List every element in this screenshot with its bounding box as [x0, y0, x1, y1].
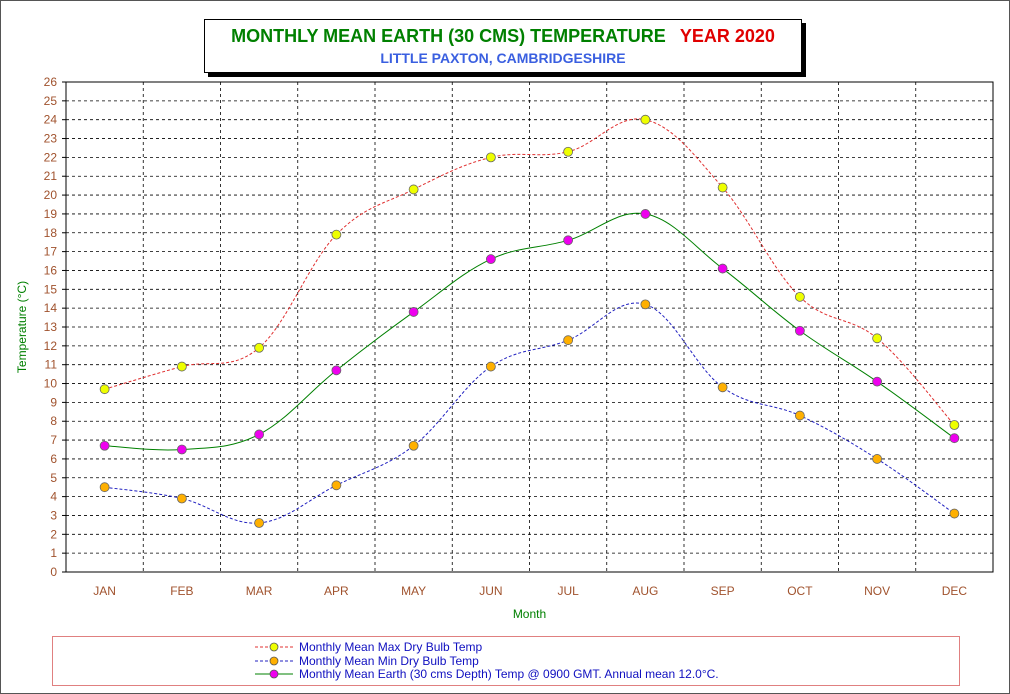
- y-tick-label: 20: [44, 188, 58, 202]
- y-tick-label: 23: [44, 132, 58, 146]
- x-tick-label: DEC: [942, 584, 968, 598]
- series-0-point: [331, 229, 342, 240]
- legend-label-min: Monthly Mean Min Dry Bulb Temp: [299, 654, 479, 668]
- y-tick-label: 10: [44, 377, 58, 391]
- series-0-point: [563, 146, 574, 157]
- series-2-point: [176, 444, 187, 455]
- series-1-point: [640, 299, 651, 310]
- y-tick-label: 15: [44, 282, 58, 296]
- legend: Monthly Mean Max Dry Bulb Temp Monthly M…: [52, 636, 960, 686]
- series-2-point: [872, 376, 883, 387]
- y-tick-label: 4: [50, 490, 57, 504]
- series-1-point: [485, 361, 496, 372]
- x-tick-label: MAR: [246, 584, 273, 598]
- series-1-point: [794, 410, 805, 421]
- series-1-point: [717, 382, 728, 393]
- legend-sample-earth: [255, 669, 293, 679]
- y-tick-label: 0: [50, 565, 57, 579]
- series-2-point: [949, 433, 960, 444]
- series-0-point: [872, 333, 883, 344]
- y-tick-label: 26: [44, 75, 58, 89]
- y-tick-label: 5: [50, 471, 57, 485]
- y-tick-label: 14: [44, 301, 58, 315]
- x-tick-label: JUL: [557, 584, 579, 598]
- x-tick-label: SEP: [711, 584, 735, 598]
- series-2-point: [640, 209, 651, 219]
- y-tick-label: 21: [44, 169, 58, 183]
- series-2-point: [485, 254, 496, 265]
- series-2-point: [794, 325, 805, 336]
- legend-item-max: Monthly Mean Max Dry Bulb Temp: [253, 640, 482, 654]
- series-1-point: [563, 335, 574, 346]
- series-1-point: [872, 454, 883, 464]
- legend-sample-max: [255, 642, 293, 652]
- series-2-point: [254, 429, 265, 440]
- legend-sample-min: [255, 656, 293, 666]
- series-0-point: [485, 152, 496, 163]
- y-tick-label: 12: [44, 339, 58, 353]
- y-tick-label: 3: [50, 508, 57, 522]
- x-tick-label: FEB: [170, 584, 193, 598]
- series-2-point: [331, 365, 342, 376]
- legend-item-earth: Monthly Mean Earth (30 cms Depth) Temp @…: [253, 667, 719, 681]
- series-0-point: [949, 420, 960, 430]
- series-1-point: [331, 480, 342, 491]
- legend-label-earth: Monthly Mean Earth (30 cms Depth) Temp @…: [299, 667, 719, 681]
- y-tick-label: 7: [50, 433, 57, 447]
- title-line: MONTHLY MEAN EARTH (30 CMS) TEMPERATURE Y…: [205, 26, 801, 47]
- y-tick-label: 17: [44, 245, 58, 259]
- x-tick-label: OCT: [787, 584, 813, 598]
- x-tick-label: JUN: [479, 584, 502, 598]
- chart-subtitle: LITTLE PAXTON, CAMBRIDGESHIRE: [380, 50, 626, 66]
- series-line-0: [104, 118, 955, 426]
- series-1-point: [408, 440, 419, 451]
- y-tick-label: 8: [50, 414, 57, 428]
- title-box: MONTHLY MEAN EARTH (30 CMS) TEMPERATURE Y…: [204, 19, 802, 73]
- y-tick-label: 22: [44, 150, 58, 164]
- x-tick-label: APR: [324, 584, 349, 598]
- legend-item-min: Monthly Mean Min Dry Bulb Temp: [253, 654, 479, 668]
- x-tick-label: JAN: [93, 584, 116, 598]
- y-tick-label: 11: [45, 358, 58, 372]
- series-0-point: [717, 182, 728, 193]
- series-0-point: [176, 361, 187, 372]
- y-tick-label: 13: [44, 320, 58, 334]
- x-tick-label: AUG: [632, 584, 658, 598]
- series-2-point: [408, 307, 419, 317]
- series-1-point: [254, 518, 265, 528]
- chart-year: YEAR 2020: [679, 26, 775, 46]
- y-axis-title: Temperature (°C): [15, 281, 29, 373]
- x-tick-label: NOV: [864, 584, 890, 598]
- y-tick-label: 16: [44, 263, 58, 277]
- series-2-point: [99, 440, 110, 451]
- series-line-1: [104, 302, 955, 524]
- series-0-point: [794, 291, 805, 302]
- series-0-point: [408, 184, 419, 195]
- y-tick-label: 1: [50, 546, 57, 560]
- y-tick-label: 2: [50, 527, 57, 541]
- plot-border: [65, 81, 994, 573]
- series-1-point: [949, 508, 960, 519]
- series-1-point: [99, 482, 110, 493]
- series-2-point: [563, 235, 574, 246]
- y-tick-label: 9: [50, 395, 57, 409]
- y-tick-label: 25: [44, 94, 58, 108]
- y-tick-label: 19: [44, 207, 58, 221]
- y-tick-label: 6: [50, 452, 57, 466]
- series-1-point: [176, 493, 187, 504]
- y-tick-label: 18: [44, 226, 58, 240]
- series-0-point: [99, 384, 110, 395]
- series-0-point: [254, 342, 265, 353]
- legend-label-max: Monthly Mean Max Dry Bulb Temp: [299, 640, 483, 654]
- series-2-point: [717, 263, 728, 274]
- series-0-point: [640, 114, 651, 125]
- x-tick-label: MAY: [401, 584, 426, 598]
- chart-title: MONTHLY MEAN EARTH (30 CMS) TEMPERATURE: [231, 26, 666, 46]
- y-tick-label: 24: [44, 113, 58, 127]
- x-axis-title: Month: [513, 607, 546, 621]
